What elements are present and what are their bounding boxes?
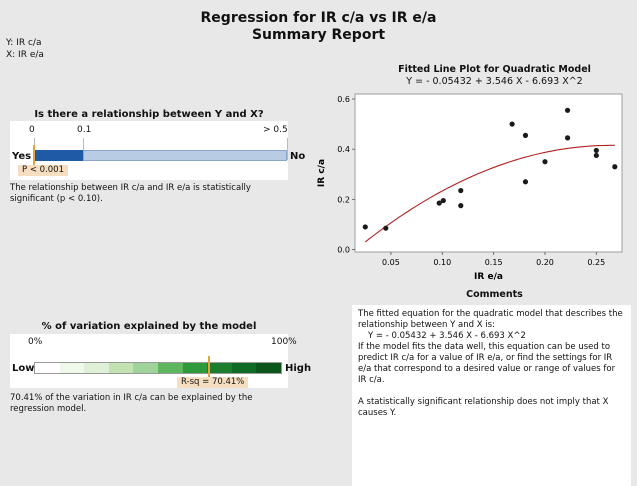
data-point [458,203,464,209]
data-point [593,152,599,159]
x-tick-label: 0.10 [433,258,451,267]
rsq-segment [182,363,208,373]
p-scale-tick-0-1: 0.1 [77,125,92,135]
rsq-gradient-bar [34,362,282,374]
data-point [564,135,571,141]
fitted-curve [364,144,615,243]
p-scale-tick-0-5: > 0.5 [263,125,288,135]
p-value-marker [33,145,36,165]
not-significant-range-bar [83,150,287,161]
plot-subtitle: Y = - 0.05432 + 3.546 X - 6.693 X^2 [406,76,583,87]
rsq-scale-right: 100% [271,337,297,347]
data-point [564,107,571,113]
rsq-marker [207,356,210,378]
rsq-segment [108,363,134,373]
data-point [440,197,446,204]
yes-label: Yes [12,151,32,162]
rsq-segment [133,363,158,373]
no-label: No [290,151,306,162]
rsq-scale-left: 0% [28,337,43,347]
significant-range-bar [34,150,83,161]
comment-line-3: A statistically significant relationship… [358,397,609,418]
y-axis-label: IR c/a [317,159,327,187]
relationship-question: Is there a relationship between Y and X? [34,109,264,120]
comment-line-2: If the model fits the data well, this eq… [358,342,616,385]
rsq-segment [59,363,85,373]
rsq-segment [256,363,281,373]
data-point [593,147,599,154]
y-tick-label: 0.6 [337,95,350,104]
y-variable-label: Y: IR c/a [6,38,42,48]
p-scale-gridline-right [287,138,288,160]
variation-description: 70.41% of the variation in IR c/a can be… [10,393,253,414]
data-point [383,225,389,231]
x-tick-label: 0.20 [536,258,554,267]
comments-title: Comments [466,289,523,300]
p-scale-gridline-mid [83,138,84,160]
data-point [362,224,368,230]
fitted-line-plot: 0.05 0.10 0.15 0.20 0.25 0.0 0.2 0.4 0.6 IR e/a IR… [317,93,623,280]
x-tick-label: 0.25 [587,258,605,267]
relationship-description: The relationship between IR c/a and IR e… [10,183,251,204]
variation-question: % of variation explained by the model [41,321,257,332]
x-tick-label: 0.15 [485,258,503,267]
y-tick-label: 0.0 [337,245,350,254]
rsq-segment [207,363,232,373]
plot-title-block: Fitted Line Plot for Quadratic Model Y =… [352,64,637,88]
rsq-segment [35,363,60,373]
p-scale-tick-0: 0 [29,125,35,135]
rsq-segment [157,363,183,373]
x-variable-label: X: IR e/a [6,50,44,60]
comments-panel: The fitted equation for the quadratic mo… [352,305,631,486]
low-label: Low [12,363,35,374]
plot-title: Fitted Line Plot for Quadratic Model [398,64,591,75]
y-tick-label: 0.2 [337,195,350,204]
high-label: High [285,363,312,374]
data-point [522,132,529,138]
data-point [509,121,515,127]
report-title: Regression for IR c/a vs IR e/a Summary … [0,10,637,44]
data-point [522,179,529,185]
data-point [542,159,548,165]
report-title-line1: Regression for IR c/a vs IR e/a [200,10,437,26]
x-axis-label: IR e/a [474,272,503,280]
y-tick-label: 0.4 [337,145,350,154]
plot-area [354,93,623,253]
rsq-segment [84,363,109,373]
comment-line-1: The fitted equation for the quadratic mo… [358,309,623,330]
data-point [436,200,442,206]
x-tick-label: 0.05 [382,258,400,267]
data-point [458,187,464,194]
comment-equation: Y = - 0.05432 + 3.546 X - 6.693 X^2 [368,331,526,341]
rsq-segment [231,363,257,373]
p-value-tag: P < 0.001 [18,165,68,176]
data-point [612,164,618,170]
report-title-line2: Summary Report [251,27,386,43]
variables-block: Y: IR c/a X: IR e/a [6,37,44,61]
rsq-value-tag: R-sq = 70.41% [177,377,249,388]
